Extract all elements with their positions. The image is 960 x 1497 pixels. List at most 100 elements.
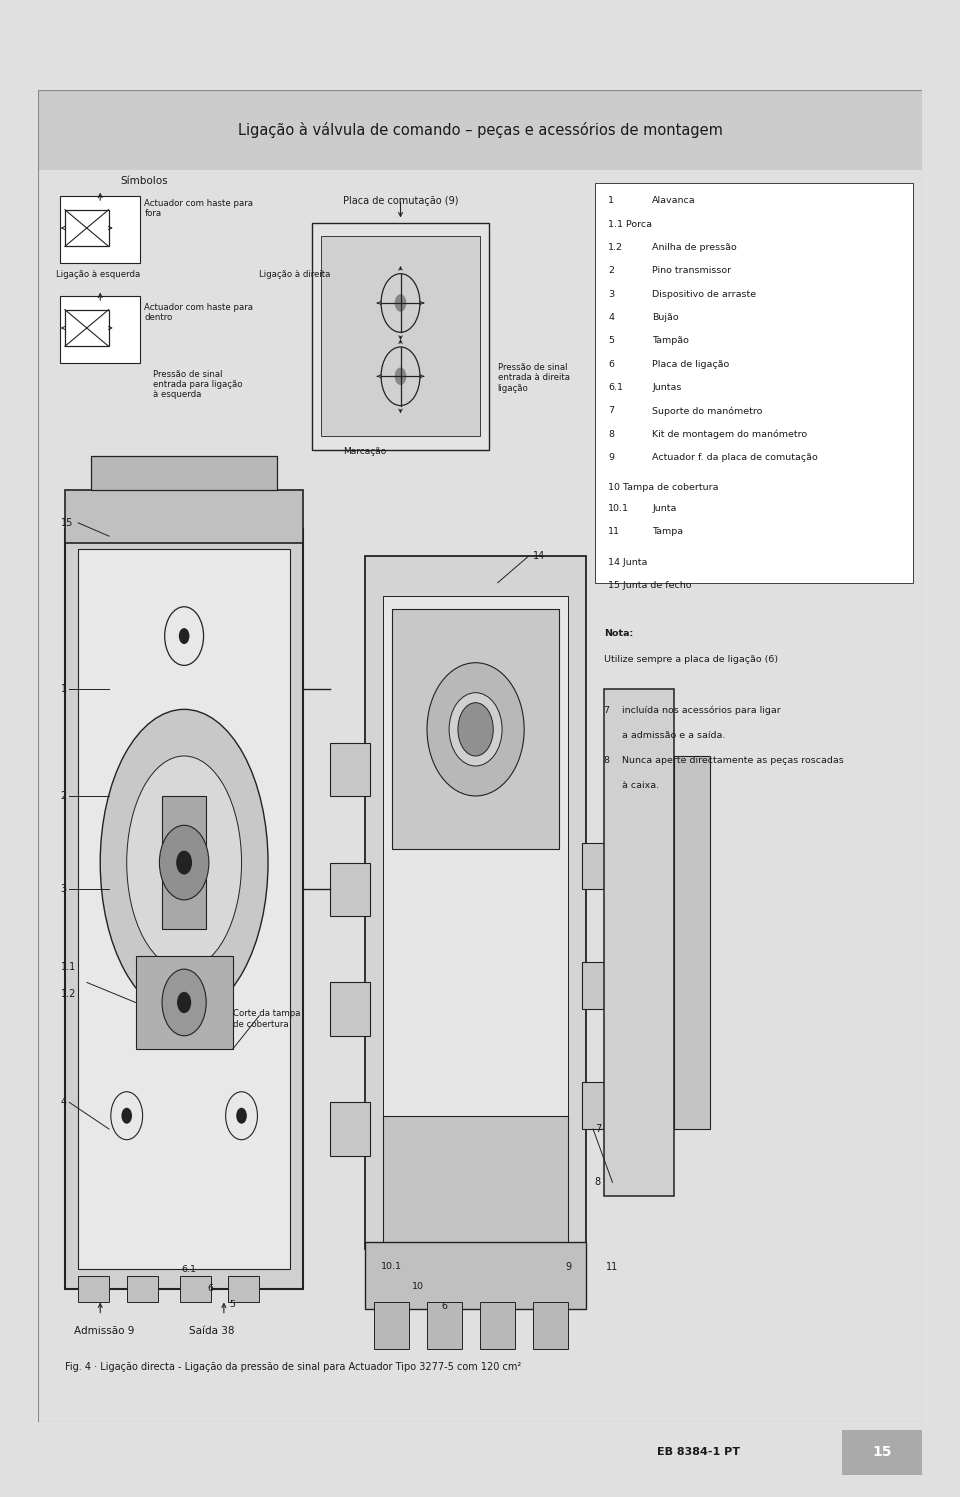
Text: Saída 38: Saída 38	[188, 1326, 234, 1337]
Text: Bujão: Bujão	[652, 313, 679, 322]
Bar	[60, 196, 140, 263]
Text: 10 Tampa de cobertura: 10 Tampa de cobertura	[608, 484, 719, 493]
Text: Fig. 4 · Ligação directa - Ligação da pressão de sinal para Actuador Tipo 3277-5: Fig. 4 · Ligação directa - Ligação da pr…	[65, 1362, 521, 1373]
Text: 15: 15	[872, 1445, 892, 1460]
Bar	[135, 955, 232, 1049]
Circle shape	[159, 825, 209, 900]
Text: Símbolos: Símbolos	[121, 177, 168, 187]
Bar	[604, 689, 674, 1196]
Bar	[595, 183, 913, 582]
Bar	[38, 90, 922, 169]
Text: 7    incluída nos acessórios para ligar: 7 incluída nos acessórios para ligar	[604, 705, 780, 716]
Bar	[365, 555, 586, 1248]
Bar	[480, 1302, 516, 1349]
Text: 2: 2	[608, 266, 614, 275]
Circle shape	[121, 1108, 132, 1124]
Text: Ligação à válvula de comando – peças e acessórios de montagem: Ligação à válvula de comando – peças e a…	[237, 121, 723, 138]
Bar	[65, 530, 303, 1289]
Text: Ligação à esquerda: Ligação à esquerda	[56, 269, 140, 278]
Text: 6: 6	[207, 1283, 214, 1292]
Bar	[330, 743, 370, 796]
Circle shape	[236, 1108, 247, 1124]
Text: 14: 14	[533, 551, 545, 561]
Text: Dispositivo de arraste: Dispositivo de arraste	[652, 289, 756, 299]
Bar	[582, 963, 612, 1009]
Text: 15 Junta de fecho: 15 Junta de fecho	[608, 581, 691, 590]
Circle shape	[177, 993, 191, 1013]
Bar	[78, 1275, 109, 1302]
Bar	[321, 237, 480, 436]
Text: Placa de ligação: Placa de ligação	[652, 359, 730, 368]
Text: 7: 7	[608, 406, 614, 415]
Text: Placa de comutação (9): Placa de comutação (9)	[343, 196, 458, 207]
Text: 10.1: 10.1	[608, 504, 629, 513]
Ellipse shape	[127, 756, 242, 969]
Text: 10: 10	[412, 1283, 424, 1292]
Text: 5: 5	[608, 337, 614, 346]
Text: Pressão de sinal
entrada para ligação
à esquerda: Pressão de sinal entrada para ligação à …	[154, 370, 243, 400]
Text: Actuador com haste para
dentro: Actuador com haste para dentro	[144, 302, 253, 322]
Text: 15: 15	[60, 518, 73, 528]
Text: Utilize sempre a placa de ligação (6): Utilize sempre a placa de ligação (6)	[604, 654, 778, 663]
Text: 1: 1	[608, 196, 614, 205]
Text: 10.1: 10.1	[381, 1262, 402, 1271]
Text: Alavanca: Alavanca	[652, 196, 696, 205]
Text: 14 Junta: 14 Junta	[608, 558, 647, 567]
Bar	[383, 596, 568, 1210]
Bar	[312, 223, 489, 449]
Bar	[674, 756, 709, 1129]
Bar	[228, 1275, 259, 1302]
Bar	[582, 1082, 612, 1129]
Text: 5: 5	[229, 1299, 236, 1308]
Text: Tampão: Tampão	[652, 337, 689, 346]
Ellipse shape	[100, 710, 268, 1016]
Text: Actuador com haste para
fora: Actuador com haste para fora	[144, 199, 253, 219]
Text: 9: 9	[565, 1262, 571, 1272]
Bar	[60, 296, 140, 362]
Text: Anilha de pressão: Anilha de pressão	[652, 243, 737, 251]
Bar	[383, 1115, 568, 1248]
Text: 11: 11	[607, 1262, 618, 1272]
Bar	[91, 457, 276, 490]
Circle shape	[162, 969, 206, 1036]
Text: 1.1: 1.1	[60, 963, 76, 973]
Bar	[365, 1243, 586, 1308]
Text: à caixa.: à caixa.	[604, 781, 659, 790]
Text: Tampa: Tampa	[652, 527, 684, 536]
Ellipse shape	[449, 693, 502, 766]
Bar	[65, 490, 303, 543]
Circle shape	[458, 702, 493, 756]
Text: 6: 6	[608, 359, 614, 368]
Text: Pressão de sinal
entrada à direita
ligação: Pressão de sinal entrada à direita ligaç…	[497, 362, 569, 392]
Text: a admissão e a saída.: a admissão e a saída.	[604, 731, 725, 740]
Text: 3: 3	[608, 289, 614, 299]
Bar	[65, 210, 108, 247]
Text: Corte da tampa
de cobertura: Corte da tampa de cobertura	[232, 1009, 300, 1028]
Text: EB 8384-1 PT: EB 8384-1 PT	[657, 1448, 739, 1457]
Text: 4: 4	[608, 313, 614, 322]
Circle shape	[395, 367, 406, 385]
Bar	[533, 1302, 568, 1349]
Bar	[180, 1275, 210, 1302]
Text: Suporte do manómetro: Suporte do manómetro	[652, 406, 762, 416]
Circle shape	[395, 295, 406, 311]
Bar	[374, 1302, 409, 1349]
Text: 1.2: 1.2	[60, 990, 76, 998]
Text: 1.1 Porca: 1.1 Porca	[608, 220, 652, 229]
Text: Ligação à direita: Ligação à direita	[259, 269, 330, 278]
Text: 3: 3	[60, 885, 66, 894]
Text: Actuador f. da placa de comutação: Actuador f. da placa de comutação	[652, 454, 818, 463]
Bar	[127, 1275, 157, 1302]
Circle shape	[179, 629, 189, 644]
Text: Admissão 9: Admissão 9	[74, 1326, 134, 1337]
Text: 11: 11	[608, 527, 620, 536]
Text: 1: 1	[60, 684, 66, 695]
Bar	[330, 1102, 370, 1156]
Text: 6.1: 6.1	[181, 1265, 196, 1274]
Text: 1.2: 1.2	[608, 243, 623, 251]
Bar	[842, 1430, 922, 1475]
Text: Pino transmissor: Pino transmissor	[652, 266, 732, 275]
Bar	[330, 862, 370, 916]
Text: Marcação: Marcação	[344, 448, 387, 457]
Text: Kit de montagem do manómetro: Kit de montagem do manómetro	[652, 430, 807, 439]
